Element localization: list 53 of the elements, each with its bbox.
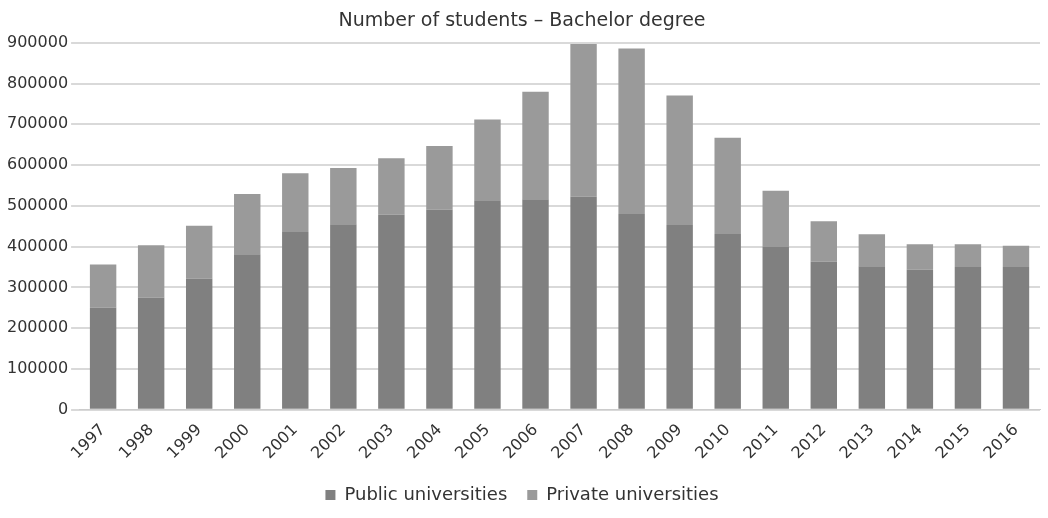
- bar: [378, 158, 405, 215]
- bar: [426, 209, 453, 409]
- y-tick-label: 500000: [7, 194, 69, 214]
- legend-label: Private universities: [546, 482, 719, 504]
- bar: [137, 297, 165, 409]
- bar: [282, 231, 309, 409]
- bar: [714, 233, 741, 409]
- bar: [618, 213, 645, 409]
- bar: [954, 244, 982, 267]
- bar: [666, 95, 693, 225]
- y-tick-label: 100000: [7, 358, 69, 378]
- bar: [185, 278, 213, 409]
- bar: [858, 266, 886, 409]
- bar: [234, 254, 261, 409]
- bar: [522, 91, 549, 200]
- bar: [378, 214, 405, 409]
- bar: [618, 48, 645, 214]
- y-tick-label: 700000: [7, 113, 69, 133]
- bar: [330, 224, 357, 409]
- legend-label: Public universities: [344, 482, 508, 504]
- bar: [474, 200, 501, 409]
- bar: [1002, 266, 1030, 409]
- bar: [762, 247, 789, 409]
- y-tick-label: 400000: [7, 235, 69, 255]
- bar: [89, 264, 117, 308]
- bar: [858, 234, 886, 267]
- chart-title: Number of students – Bachelor degree: [338, 8, 706, 31]
- bar: [762, 190, 789, 247]
- y-tick-label: 600000: [7, 154, 69, 174]
- bar: [282, 173, 309, 232]
- y-tick-label: 0: [57, 398, 69, 418]
- bar: [570, 44, 597, 197]
- bar: [137, 245, 165, 298]
- bar: [1002, 245, 1030, 267]
- bar: [810, 221, 838, 262]
- y-tick-label: 800000: [7, 72, 69, 92]
- y-tick-label: 200000: [7, 317, 69, 337]
- bar: [570, 196, 597, 409]
- bar: [89, 307, 117, 409]
- bar: [522, 199, 549, 409]
- bar: [185, 225, 213, 279]
- bar: [666, 224, 693, 409]
- bar: [954, 266, 982, 409]
- bar: [714, 137, 741, 234]
- y-tick-label: 300000: [7, 276, 69, 296]
- bar: [330, 167, 357, 225]
- bar: [906, 244, 934, 270]
- y-tick-label: 900000: [7, 31, 69, 51]
- bar: [426, 145, 453, 210]
- bar: [810, 261, 838, 409]
- bar: [906, 269, 934, 409]
- bar: [474, 119, 501, 201]
- bar: [234, 194, 261, 255]
